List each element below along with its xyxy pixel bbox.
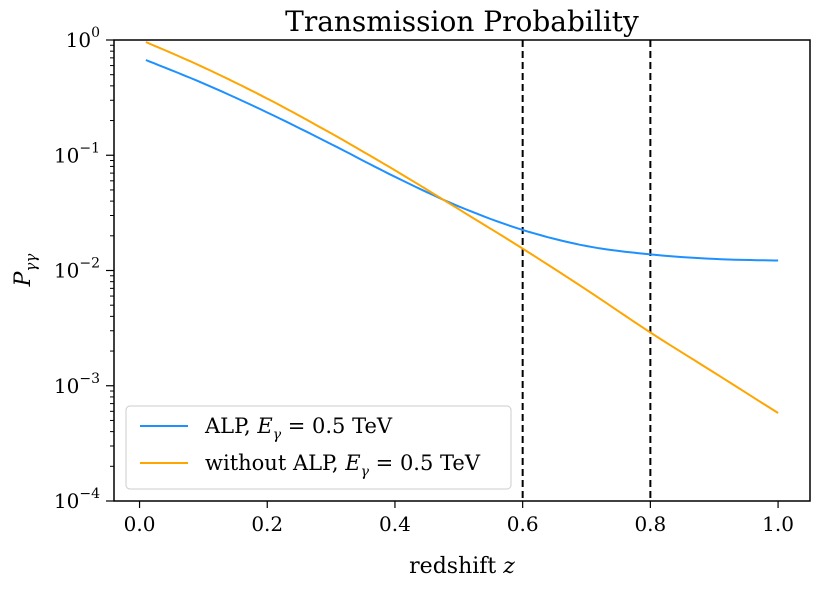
plot-area bbox=[145, 40, 779, 501]
axis-ticks: 0.0 0.2 0.4 0.6 0.8 1.0 100 10−1 10−2 10−3 10−4 bbox=[54, 25, 794, 536]
series-line-0 bbox=[145, 59, 779, 262]
y-tick-label: 100 bbox=[66, 25, 100, 52]
x-tick-label: 0.2 bbox=[251, 512, 283, 536]
y-tick-label: 10−3 bbox=[54, 371, 100, 398]
legend: ALP, Eγ = 0.5 TeV without ALP, Eγ = 0.5 … bbox=[125, 405, 512, 490]
series-line-1 bbox=[145, 41, 779, 414]
x-axis-label: redshift z bbox=[409, 554, 515, 579]
plot-frame bbox=[113, 39, 811, 502]
x-tick-label: 0.8 bbox=[634, 512, 666, 536]
legend-label-no-alp: without ALP, Eγ = 0.5 TeV bbox=[205, 451, 481, 480]
x-tick-label: 1.0 bbox=[762, 512, 794, 536]
y-tick-label: 10−1 bbox=[54, 140, 100, 167]
x-tick-label: 0.6 bbox=[507, 512, 539, 536]
y-tick-label: 10−4 bbox=[54, 486, 100, 513]
y-axis-label: Pγγ bbox=[11, 254, 40, 288]
y-tick-label: 10−2 bbox=[54, 256, 100, 283]
legend-label-alp: ALP, Eγ = 0.5 TeV bbox=[204, 414, 393, 443]
legend-box bbox=[125, 405, 512, 490]
chart-title: Transmission Probability bbox=[285, 5, 639, 38]
x-tick-label: 0.0 bbox=[124, 512, 156, 536]
x-tick-label: 0.4 bbox=[379, 512, 411, 536]
